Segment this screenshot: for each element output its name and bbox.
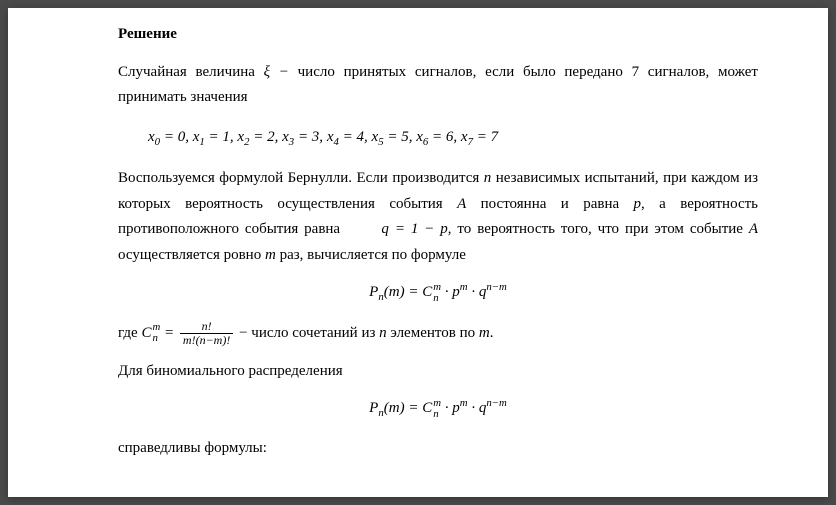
paragraph-intro: Случайная величина ξ − число принятых си… — [118, 60, 758, 111]
paragraph-valid: справедливы формулы: — [118, 436, 758, 462]
math-p: p — [634, 196, 642, 212]
math-xi: ξ − — [264, 64, 289, 80]
text-segment: , то вероятность того, что при этом собы… — [448, 221, 749, 237]
math-n2: n — [379, 325, 387, 341]
math-q-eq: q = 1 − p — [381, 221, 447, 237]
math-C: Cmn — [141, 325, 160, 341]
math-term: x4 = 4, — [327, 129, 372, 145]
formula-Pn: Pn(m) = Cmn · pm · qn−m — [369, 284, 507, 300]
text-segment: осуществляется ровно — [118, 247, 265, 263]
math-A: A — [457, 196, 466, 212]
text-segment: элементов по — [387, 325, 479, 341]
supsub: mn — [433, 282, 441, 304]
equation-values-list: x0 = 0, x1 = 1, x2 = 2, x3 = 3, x4 = 4, … — [118, 125, 758, 151]
text-segment: где — [118, 325, 141, 341]
math-term: x7 = 7 — [461, 129, 498, 145]
paragraph-where: где Cmn = n!m!(n−m)! − число сочетаний и… — [118, 320, 758, 347]
math-term: x0 = 0, — [148, 129, 193, 145]
fraction-numerator: n! — [180, 320, 233, 334]
text-segment: Случайная величина — [118, 64, 264, 80]
math-term: x3 = 3, — [282, 129, 327, 145]
math-m2: m — [479, 325, 490, 341]
math-m: m — [265, 247, 276, 263]
math-term: x5 = 5, — [372, 129, 417, 145]
text-segment: постоянна и равна — [466, 196, 633, 212]
math-term: x6 = 6, — [416, 129, 461, 145]
math-eq: = — [160, 325, 178, 341]
equation-bernoulli-formula-2: Pn(m) = Cmn · pm · qn−m — [118, 396, 758, 422]
text-segment: . — [490, 325, 494, 341]
formula-Pn-2: Pn(m) = Cmn · pm · qn−m — [369, 400, 507, 416]
math-term: x1 = 1, — [193, 129, 238, 145]
text-segment: Воспользуемся формулой Бернулли. Если пр… — [118, 170, 484, 186]
fraction-denominator: m!(n−m)! — [180, 334, 233, 347]
equation-bernoulli-formula: Pn(m) = Cmn · pm · qn−m — [118, 280, 758, 306]
math-A2: A — [749, 221, 758, 237]
text-segment: раз, вычисляется по формуле — [276, 247, 466, 263]
paragraph-bernoulli: Воспользуемся формулой Бернулли. Если пр… — [118, 166, 758, 268]
math-term: x2 = 2, — [237, 129, 282, 145]
document-page: Решение Случайная величина ξ − число при… — [8, 8, 828, 497]
supsub: mn — [433, 398, 441, 420]
paragraph-binomial: Для биномиального распределения — [118, 359, 758, 385]
fraction: n!m!(n−m)! — [180, 320, 233, 347]
text-segment: − число сочетаний из — [235, 325, 379, 341]
heading-solution: Решение — [118, 22, 758, 48]
